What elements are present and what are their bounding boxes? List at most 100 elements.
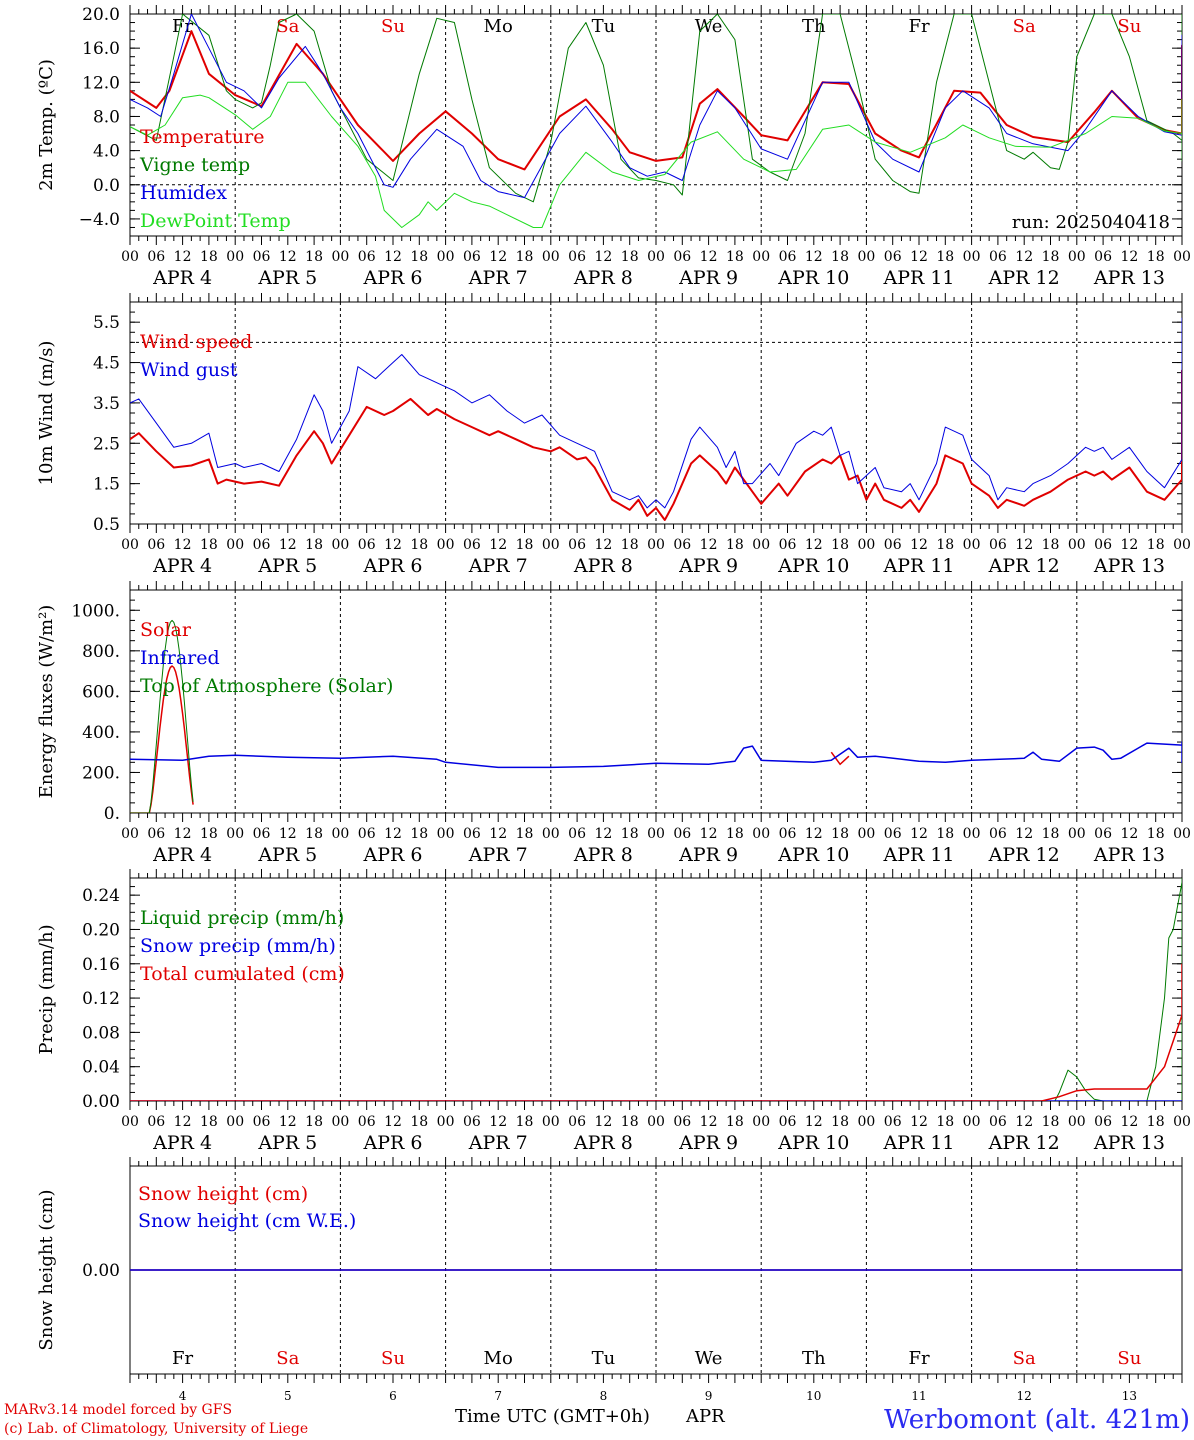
series-wind-gust bbox=[130, 317, 1182, 509]
date-label: APR 4 bbox=[152, 555, 212, 577]
hour-label: 12 bbox=[700, 1114, 718, 1130]
day-number: 13 bbox=[1122, 1389, 1137, 1403]
meteogram-panels: 20.0 16.0 12.0 8.0 4.0 0.0 −4.0 2m Temp. (ºC) 00… bbox=[36, 5, 1191, 1403]
legend-entry: Snow height (cm) bbox=[138, 1183, 308, 1205]
legend-entry: Humidex bbox=[140, 182, 227, 204]
date-label: APR 11 bbox=[882, 1132, 954, 1154]
hour-label: 18 bbox=[726, 1114, 744, 1130]
y-axis-label: Snow height (cm) bbox=[36, 1189, 57, 1350]
date-label: APR 13 bbox=[1093, 555, 1165, 577]
hour-label: 12 bbox=[384, 826, 402, 842]
legend-entry: Vigne temp bbox=[139, 154, 250, 176]
day-name: We bbox=[695, 16, 723, 37]
hour-label: 12 bbox=[384, 1114, 402, 1130]
day-name: Th bbox=[802, 16, 826, 37]
hour-label: 18 bbox=[305, 1114, 323, 1130]
station-label: Werbomont (alt. 421m) bbox=[884, 1405, 1190, 1435]
hour-label: 12 bbox=[174, 249, 192, 265]
hour-label: 12 bbox=[1120, 537, 1138, 553]
date-label: APR 8 bbox=[573, 267, 633, 289]
solar-spikes bbox=[830, 751, 850, 766]
date-label: APR 5 bbox=[257, 1132, 317, 1154]
hour-label: 00 bbox=[857, 826, 875, 842]
day-name: Sa bbox=[276, 1348, 299, 1369]
hour-label: 12 bbox=[489, 249, 507, 265]
hour-label: 18 bbox=[1042, 1114, 1060, 1130]
y-tick-label: −4.0 bbox=[79, 210, 120, 230]
hour-label: 12 bbox=[489, 1114, 507, 1130]
hour-label: 06 bbox=[358, 249, 376, 265]
hour-label: 12 bbox=[805, 249, 823, 265]
hour-label: 18 bbox=[621, 537, 639, 553]
legend-entry: Liquid precip (mm/h) bbox=[140, 907, 344, 929]
hour-label: 00 bbox=[437, 537, 455, 553]
date-label: APR 8 bbox=[573, 555, 633, 577]
hour-label: 00 bbox=[963, 826, 981, 842]
hour-label: 06 bbox=[358, 1114, 376, 1130]
y-tick-label: 0.20 bbox=[82, 920, 120, 940]
date-label: APR 9 bbox=[678, 555, 738, 577]
hour-label: 00 bbox=[331, 249, 349, 265]
hour-label: 06 bbox=[568, 826, 586, 842]
hour-label: 06 bbox=[779, 1114, 797, 1130]
hour-label: 12 bbox=[805, 537, 823, 553]
hour-label: 06 bbox=[147, 826, 165, 842]
hour-label: 00 bbox=[857, 1114, 875, 1130]
hour-label: 12 bbox=[910, 826, 928, 842]
run-annotation: run: 2025040418 bbox=[1012, 212, 1170, 233]
y-tick-label: 200. bbox=[82, 763, 120, 783]
date-label: APR 11 bbox=[882, 844, 954, 866]
hour-label: 12 bbox=[1120, 1114, 1138, 1130]
day-number: 9 bbox=[705, 1389, 713, 1403]
hour-label: 06 bbox=[884, 537, 902, 553]
y-axis-label: Energy fluxes (W/m²) bbox=[36, 605, 57, 799]
y-tick-label: 0.12 bbox=[82, 989, 120, 1009]
hour-label: 00 bbox=[1068, 249, 1086, 265]
hour-label: 18 bbox=[1042, 826, 1060, 842]
hour-label: 06 bbox=[779, 537, 797, 553]
hour-label: 06 bbox=[1094, 537, 1112, 553]
hour-label: 06 bbox=[358, 537, 376, 553]
day-number: 5 bbox=[284, 1389, 292, 1403]
day-name: Fr bbox=[172, 16, 193, 37]
y-tick-label: 0.24 bbox=[82, 886, 120, 906]
date-label: APR 13 bbox=[1093, 267, 1165, 289]
date-label: APR 7 bbox=[468, 844, 528, 866]
day-name: Mo bbox=[484, 1348, 513, 1369]
hour-label: 00 bbox=[1173, 826, 1191, 842]
y-tick-label: 0.04 bbox=[82, 1058, 120, 1078]
y-tick-label: 0.08 bbox=[82, 1023, 120, 1043]
legend-entry: Wind gust bbox=[140, 359, 238, 381]
hour-label: 06 bbox=[568, 249, 586, 265]
date-label: APR 9 bbox=[678, 844, 738, 866]
month-label: APR bbox=[685, 1406, 725, 1427]
date-label: APR 12 bbox=[988, 1132, 1060, 1154]
day-name: Fr bbox=[172, 1348, 193, 1369]
series-top-of-atmosphere-solar- bbox=[130, 619, 194, 813]
hour-label: 00 bbox=[752, 826, 770, 842]
hour-label: 18 bbox=[726, 537, 744, 553]
hour-label: 18 bbox=[200, 537, 218, 553]
date-label: APR 9 bbox=[678, 1132, 738, 1154]
hour-label: 06 bbox=[673, 826, 691, 842]
date-label: APR 13 bbox=[1093, 844, 1165, 866]
hour-label: 06 bbox=[463, 826, 481, 842]
hour-label: 06 bbox=[779, 249, 797, 265]
hour-label: 06 bbox=[253, 537, 271, 553]
hour-label: 06 bbox=[884, 1114, 902, 1130]
date-label: APR 8 bbox=[573, 1132, 633, 1154]
hour-label: 00 bbox=[542, 1114, 560, 1130]
hour-label: 00 bbox=[331, 537, 349, 553]
hour-label: 18 bbox=[936, 537, 954, 553]
hour-label: 00 bbox=[963, 1114, 981, 1130]
hour-label: 00 bbox=[1068, 1114, 1086, 1130]
hour-label: 18 bbox=[200, 249, 218, 265]
y-tick-label: 12.0 bbox=[82, 73, 120, 93]
y-tick-label: 4.5 bbox=[93, 354, 120, 374]
hour-label: 06 bbox=[673, 1114, 691, 1130]
hour-label: 06 bbox=[463, 249, 481, 265]
hour-label: 00 bbox=[752, 1114, 770, 1130]
hour-label: 06 bbox=[253, 826, 271, 842]
day-name: Sa bbox=[1013, 16, 1036, 37]
legend-entry: Snow height (cm W.E.) bbox=[138, 1210, 356, 1232]
